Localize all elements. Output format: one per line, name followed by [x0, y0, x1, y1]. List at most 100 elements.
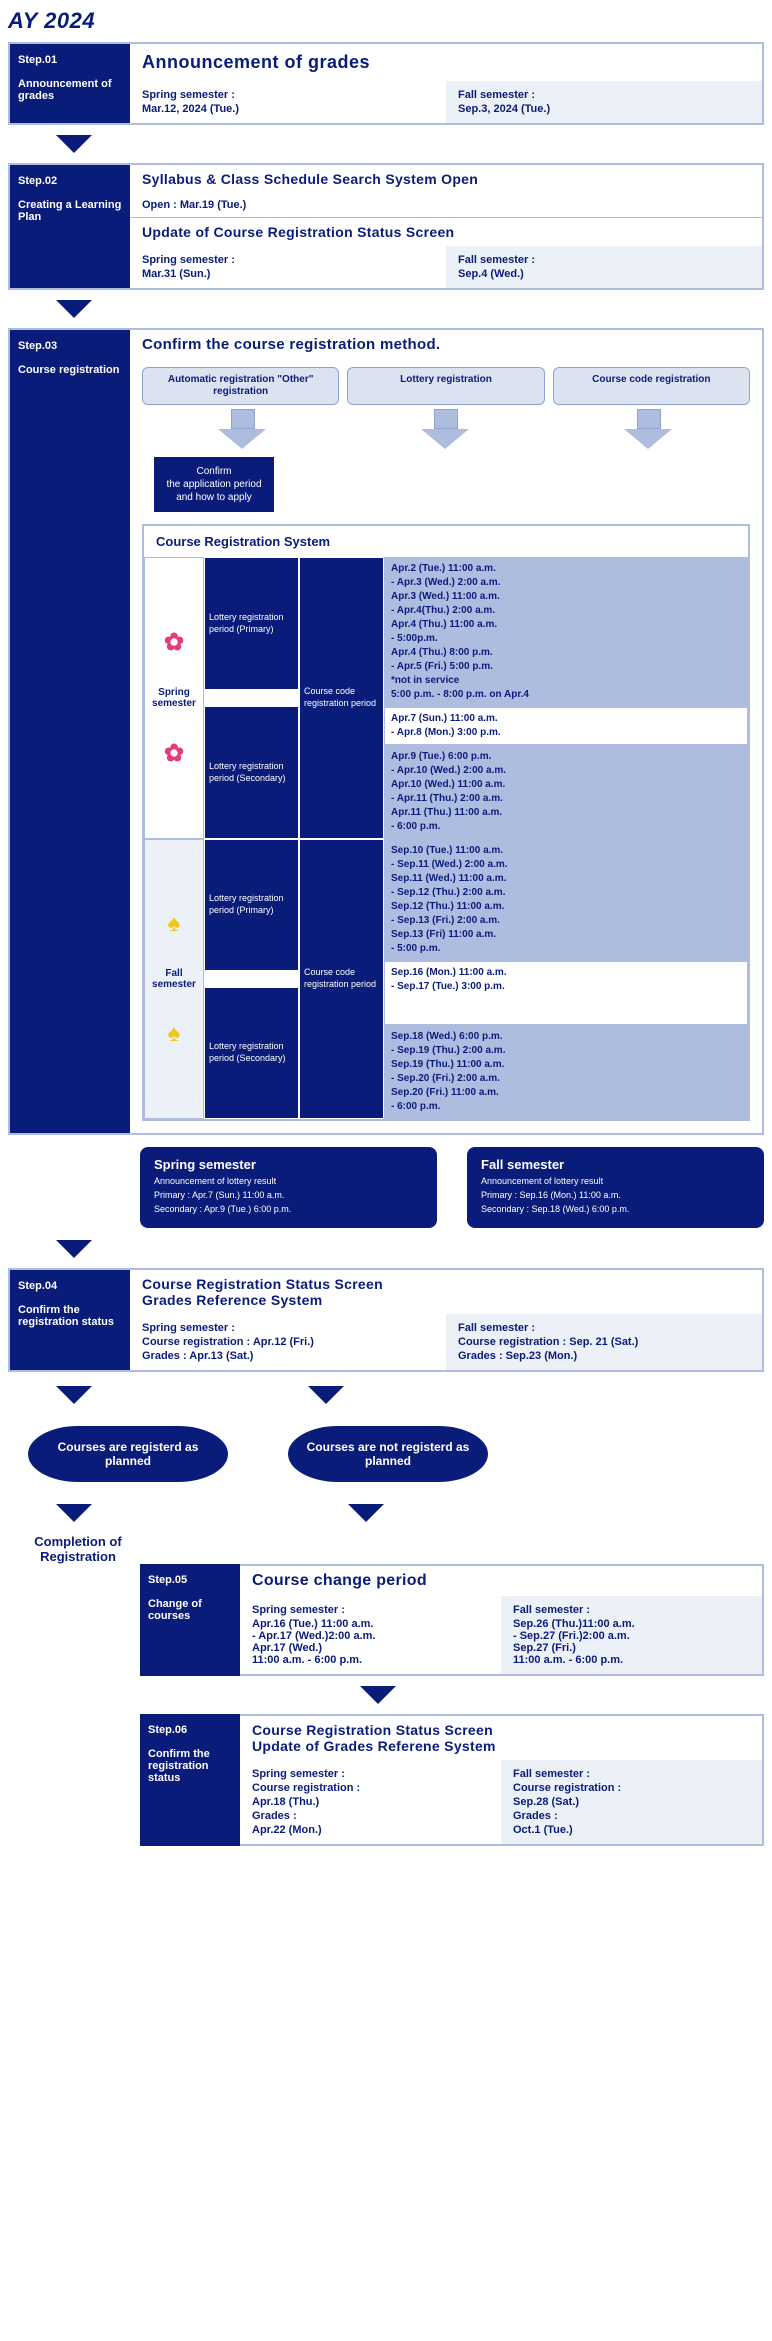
step4-name: Confirm the registration status: [18, 1304, 122, 1328]
decision-row: Courses are registerd as planned Courses…: [0, 1426, 772, 1482]
ginkgo-leaf-icon: ♠: [168, 910, 181, 938]
arrow-down-icon: [308, 1386, 344, 1404]
step2-title1: Syllabus & Class Schedule Search System …: [130, 165, 762, 193]
spring-label-cell: ✿ Spring semester ✿: [144, 557, 204, 839]
step4-spring: Spring semester : Course registration : …: [130, 1314, 446, 1370]
ginkgo-leaf-icon: ♠: [168, 1020, 181, 1048]
spring-lottery-result: Spring semester Announcement of lottery …: [140, 1147, 437, 1228]
step5-right: Course change period Spring semester : A…: [240, 1564, 764, 1676]
lottery-result-row: Spring semester Announcement of lottery …: [0, 1147, 772, 1228]
step1-block: Step.01 Announcement of grades Announcem…: [8, 42, 764, 125]
method-auto: Automatic registration "Other" registrat…: [142, 367, 339, 405]
step2-open: Open : Mar.19 (Tue.): [130, 193, 762, 217]
step4-block: Step.04 Confirm the registration status …: [8, 1268, 764, 1372]
spring-sched-col: Apr.2 (Tue.) 11:00 a.m. - Apr.3 (Wed.) 2…: [384, 557, 748, 839]
fall-sched1: Sep.10 (Tue.) 11:00 a.m. - Sep.11 (Wed.)…: [384, 839, 748, 961]
step4-left: Step.04 Confirm the registration status: [10, 1270, 130, 1370]
step6-left: Step.06 Confirm the registration status: [140, 1714, 240, 1846]
step6-spring: Spring semester : Course registration : …: [240, 1760, 501, 1844]
cherry-blossom-icon: ✿: [164, 739, 184, 768]
spring-sched2: Apr.7 (Sun.) 11:00 a.m. - Apr.8 (Mon.) 3…: [384, 707, 748, 745]
spring-cc-col: Course code registration period: [299, 557, 384, 839]
step6-block: Step.06 Confirm the registration status …: [140, 1714, 764, 1846]
confirm-application-box: Confirm the application period and how t…: [154, 457, 274, 512]
step1-number: Step.01: [18, 54, 122, 66]
method-code: Course code registration: [553, 367, 750, 405]
step5-title: Course change period: [240, 1566, 762, 1596]
step2-title2: Update of Course Registration Status Scr…: [130, 217, 762, 246]
step3-left: Step.03 Course registration: [10, 330, 130, 1133]
step5-left: Step.05 Change of courses: [140, 1564, 240, 1676]
decision-not-planned: Courses are not registerd as planned: [288, 1426, 488, 1482]
step2-right: Syllabus & Class Schedule Search System …: [130, 165, 762, 288]
arrow-down-icon: [56, 1386, 92, 1404]
step5-name: Change of courses: [148, 1598, 232, 1622]
step3-title: Confirm the course registration method.: [130, 330, 762, 359]
step4-title1: Course Registration Status Screen: [130, 1270, 762, 1292]
big-arrow-icon: [218, 409, 268, 449]
step6-number: Step.06: [148, 1724, 232, 1736]
big-arrow-icon: [624, 409, 674, 449]
step4-fall: Fall semester : Course registration : Se…: [446, 1314, 762, 1370]
spring-lottery-col: Lottery registration period (Primary) Lo…: [204, 557, 299, 839]
step5-block: Step.05 Change of courses Course change …: [140, 1564, 764, 1676]
fall-label-cell: ♠ Fall semester ♠: [144, 839, 204, 1119]
step4-right: Course Registration Status Screen Grades…: [130, 1270, 762, 1370]
method-arrows: [130, 405, 762, 453]
step2-name: Creating a Learning Plan: [18, 199, 122, 223]
step4-title2: Grades Reference System: [130, 1292, 762, 1314]
step2-spring: Spring semester : Mar.31 (Sun.): [130, 246, 446, 288]
fall-cc-col: Course code registration period: [299, 839, 384, 1119]
completion-label: Completion of Registration: [8, 1534, 148, 1564]
lottery-secondary-spring: Lottery registration period (Secondary): [204, 706, 299, 839]
step2-number: Step.02: [18, 175, 122, 187]
fall-sched3: Sep.18 (Wed.) 6:00 p.m. - Sep.19 (Thu.) …: [384, 1025, 748, 1119]
step1-name: Announcement of grades: [18, 78, 122, 102]
arrow-down-icon: [56, 300, 92, 318]
step6-fall: Fall semester : Course registration : Se…: [501, 1760, 762, 1844]
step1-left: Step.01 Announcement of grades: [10, 44, 130, 123]
big-arrow-icon: [421, 409, 471, 449]
step5-number: Step.05: [148, 1574, 232, 1586]
step1-spring: Spring semester : Mar.12, 2024 (Tue.): [130, 81, 446, 123]
step2-left: Step.02 Creating a Learning Plan: [10, 165, 130, 288]
method-lottery: Lottery registration: [347, 367, 544, 405]
step6-name: Confirm the registration status: [148, 1748, 232, 1784]
page-title: AY 2024: [0, 0, 772, 42]
lottery-primary-fall: Lottery registration period (Primary): [204, 839, 299, 971]
step1-fall: Fall semester : Sep.3, 2024 (Tue.): [446, 81, 762, 123]
step5-fall: Fall semester : Sep.26 (Thu.)11:00 a.m. …: [501, 1596, 762, 1674]
step3-block: Step.03 Course registration Confirm the …: [8, 328, 764, 1135]
fall-sched2: Sep.16 (Mon.) 11:00 a.m. - Sep.17 (Tue.)…: [384, 961, 748, 1025]
fall-lottery-result: Fall semester Announcement of lottery re…: [467, 1147, 764, 1228]
step6-right: Course Registration Status Screen Update…: [240, 1714, 764, 1846]
step5-spring: Spring semester : Apr.16 (Tue.) 11:00 a.…: [240, 1596, 501, 1674]
arrow-down-icon: [360, 1686, 396, 1704]
step4-number: Step.04: [18, 1280, 122, 1292]
cherry-blossom-icon: ✿: [164, 628, 184, 657]
decision-planned: Courses are registerd as planned: [28, 1426, 228, 1482]
fall-row: ♠ Fall semester ♠ Lottery registration p…: [144, 839, 748, 1119]
step1-title: Announcement of grades: [130, 44, 762, 81]
arrow-down-icon: [56, 135, 92, 153]
spring-sched1: Apr.2 (Tue.) 11:00 a.m. - Apr.3 (Wed.) 2…: [384, 557, 748, 707]
step6-title2: Update of Grades Referene System: [240, 1738, 762, 1760]
step3-right: Confirm the course registration method. …: [130, 330, 762, 1133]
course-reg-system: Course Registration System ✿ Spring seme…: [142, 524, 750, 1121]
step3-number: Step.03: [18, 340, 122, 352]
step2-block: Step.02 Creating a Learning Plan Syllabu…: [8, 163, 764, 290]
step2-fall: Fall semester : Sep.4 (Wed.): [446, 246, 762, 288]
fall-sched-col: Sep.10 (Tue.) 11:00 a.m. - Sep.11 (Wed.)…: [384, 839, 748, 1119]
lottery-secondary-fall: Lottery registration period (Secondary): [204, 987, 299, 1119]
spring-row: ✿ Spring semester ✿ Lottery registration…: [144, 557, 748, 839]
arrow-down-icon: [348, 1504, 384, 1522]
arrow-down-icon: [56, 1504, 92, 1522]
spring-sched3: Apr.9 (Tue.) 6:00 p.m. - Apr.10 (Wed.) 2…: [384, 745, 748, 839]
step6-title1: Course Registration Status Screen: [240, 1716, 762, 1738]
fall-lottery-col: Lottery registration period (Primary) Lo…: [204, 839, 299, 1119]
crs-title: Course Registration System: [144, 526, 748, 557]
step1-right: Announcement of grades Spring semester :…: [130, 44, 762, 123]
step3-name: Course registration: [18, 364, 122, 376]
lottery-primary-spring: Lottery registration period (Primary): [204, 557, 299, 690]
arrow-down-icon: [56, 1240, 92, 1258]
